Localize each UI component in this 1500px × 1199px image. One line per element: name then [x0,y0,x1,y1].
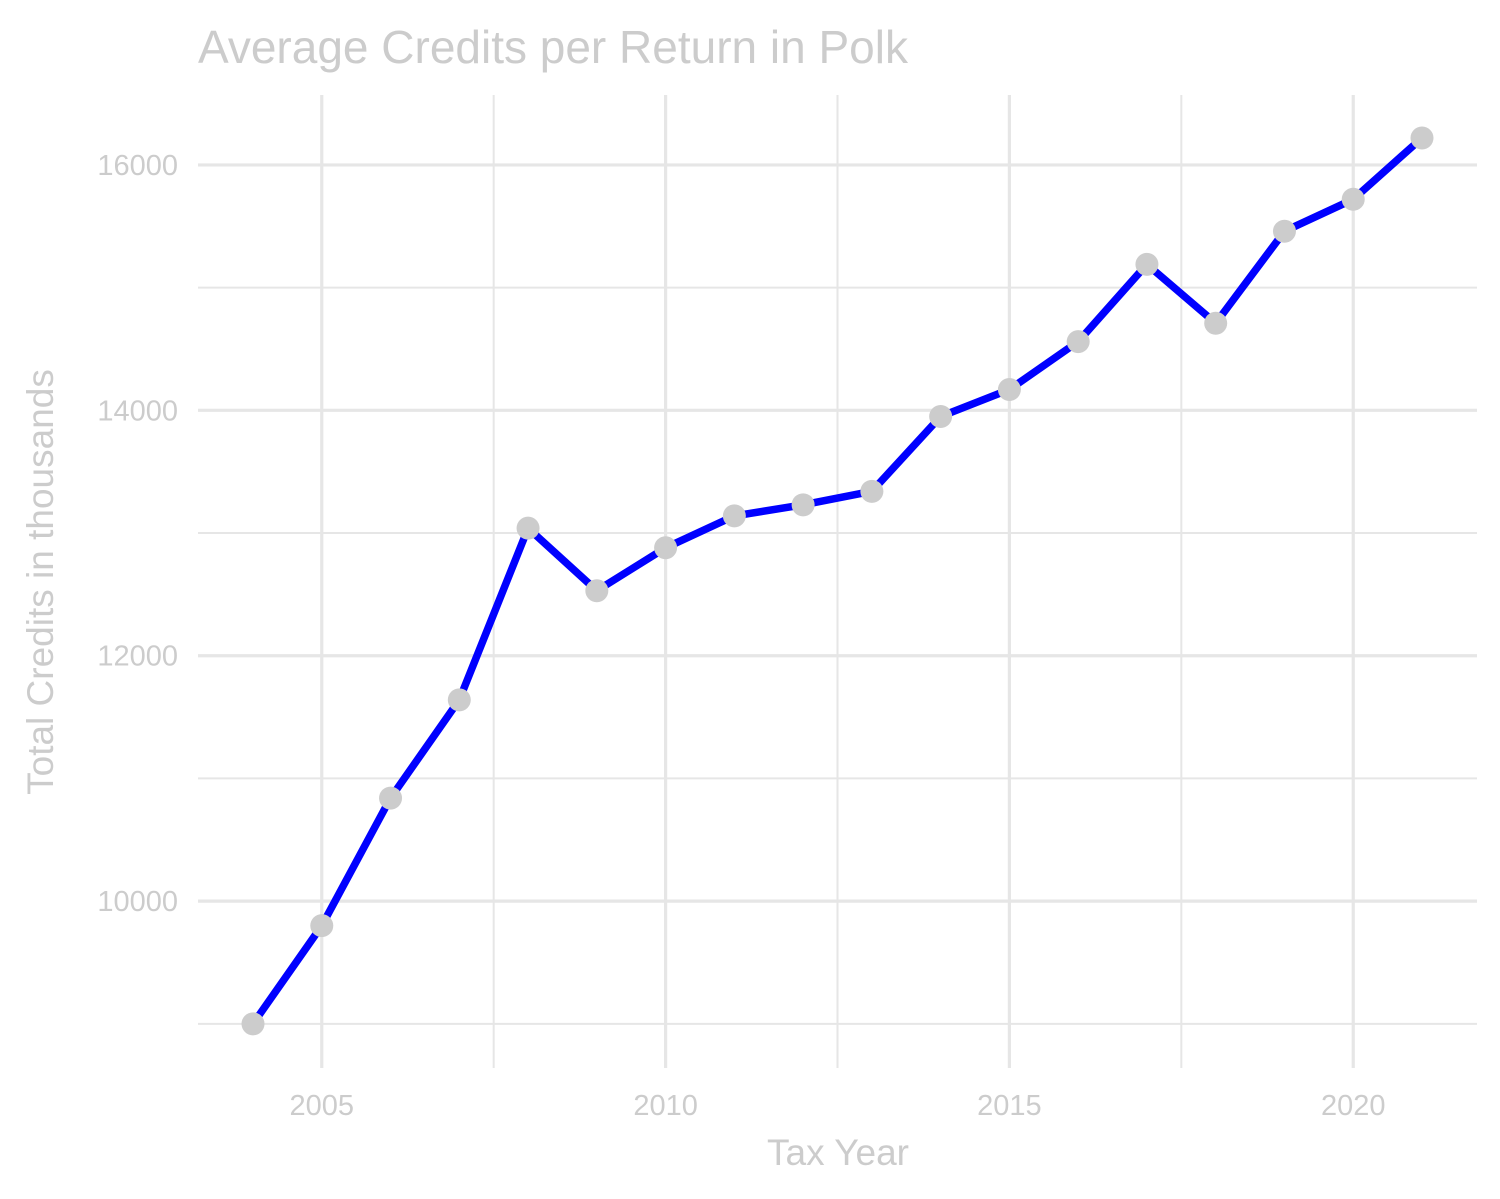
data-point-2016 [1066,330,1090,354]
x-tick-label: 2005 [290,1090,355,1122]
data-point-2013 [860,479,884,503]
data-point-2015 [997,377,1021,401]
x-axis-title: Tax Year [767,1132,909,1173]
y-axis-title: Total Credits in thousands [20,369,61,795]
y-tick-label: 12000 [97,641,178,673]
data-point-2010 [654,536,678,560]
y-tick-label: 16000 [97,150,178,182]
y-tick-label: 10000 [97,886,178,918]
data-point-2021 [1410,126,1434,150]
data-series [249,134,1426,1028]
x-axis-ticks: 2005 2010 2015 2020 [290,1090,1386,1122]
data-point-2012 [791,493,815,517]
data-point-2017 [1135,252,1159,276]
major-gridlines [198,95,1477,1068]
y-tick-label: 14000 [97,395,178,427]
data-point-2011 [722,504,746,528]
x-tick-label: 2015 [977,1090,1042,1122]
data-point-2009 [585,579,609,603]
data-point-2014 [929,404,953,428]
data-point-2004 [241,1012,265,1036]
data-point-2007 [447,688,471,712]
data-point-2008 [516,516,540,540]
data-point-2018 [1204,311,1228,335]
y-axis-ticks: 10000 12000 14000 16000 [97,150,178,918]
data-point-2019 [1272,219,1296,243]
x-tick-label: 2010 [633,1090,698,1122]
data-point-2006 [379,786,403,810]
chart-title: Average Credits per Return in Polk [198,21,909,73]
data-points [241,126,1434,1036]
x-tick-label: 2020 [1321,1090,1386,1122]
minor-gridlines [198,95,1477,1068]
series-line-0 [249,134,1426,1028]
data-point-2020 [1341,187,1365,211]
data-point-2005 [310,914,334,938]
